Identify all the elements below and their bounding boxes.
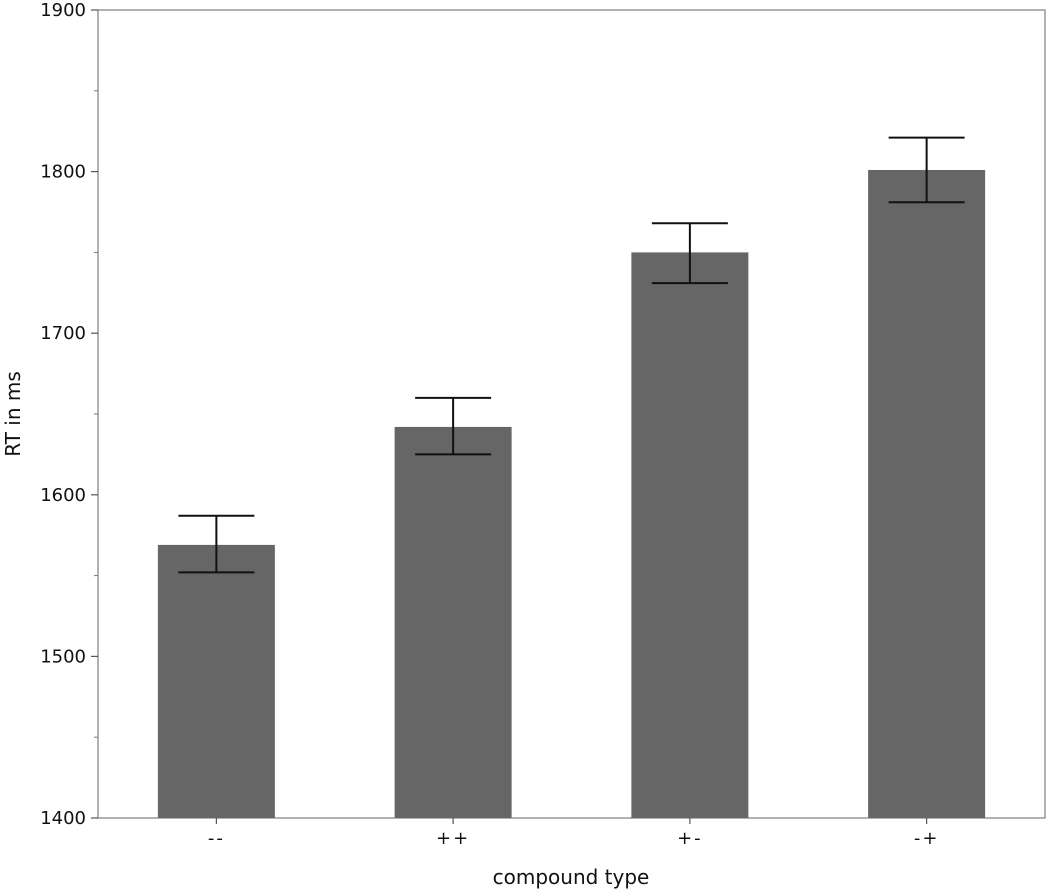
- plot-area: 1400 1500 1600 1700 1800 1900 -- ++ +- -+: [40, 0, 1046, 849]
- y-tick-label: 1700: [40, 323, 86, 344]
- bar: [631, 252, 749, 818]
- x-tick-label: ++: [436, 828, 470, 849]
- x-tick-label: -+: [914, 828, 940, 849]
- y-tick-label: 1500: [40, 646, 86, 667]
- x-tick-label: +-: [677, 828, 703, 849]
- y-tick-label: 1400: [40, 808, 86, 829]
- y-tick-label: 1900: [40, 0, 86, 21]
- bar: [868, 169, 986, 818]
- y-tick-label: 1600: [40, 485, 86, 506]
- x-tick-label: --: [208, 828, 225, 849]
- y-axis-title: RT in ms: [1, 371, 25, 457]
- x-axis-title: compound type: [493, 865, 650, 889]
- bar: [394, 426, 512, 818]
- y-tick-label: 1800: [40, 162, 86, 183]
- bar: [157, 544, 275, 818]
